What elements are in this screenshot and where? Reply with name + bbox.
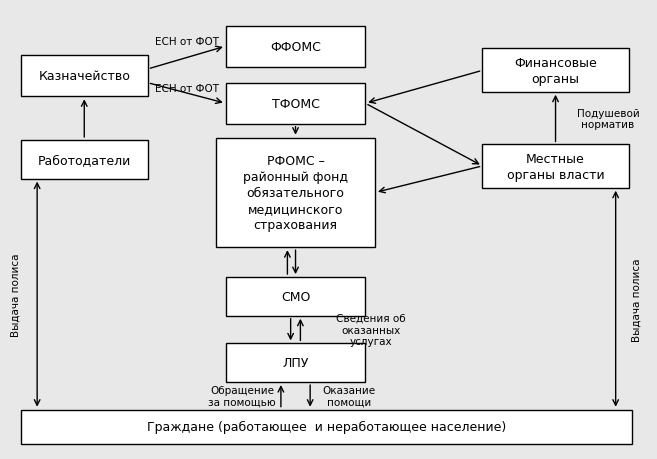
FancyBboxPatch shape bbox=[225, 27, 365, 67]
FancyBboxPatch shape bbox=[482, 49, 629, 93]
Text: СМО: СМО bbox=[281, 290, 310, 303]
Text: Оказание
помощи: Оказание помощи bbox=[323, 385, 376, 407]
FancyBboxPatch shape bbox=[21, 140, 148, 179]
Text: ЛПУ: ЛПУ bbox=[283, 357, 309, 369]
Text: Подушевой
норматив: Подушевой норматив bbox=[577, 108, 639, 130]
Text: ЕСН от ФОТ: ЕСН от ФОТ bbox=[154, 84, 219, 94]
Text: Выдача полиса: Выдача полиса bbox=[11, 253, 20, 336]
Text: Сведения об
оказанных
услугах: Сведения об оказанных услугах bbox=[336, 313, 406, 347]
Text: Работодатели: Работодатели bbox=[37, 153, 131, 167]
FancyBboxPatch shape bbox=[216, 138, 375, 248]
Text: Выдача полиса: Выдача полиса bbox=[632, 257, 642, 341]
FancyBboxPatch shape bbox=[225, 343, 365, 382]
Text: РФОМС –
районный фонд
обязательного
медицинского
страхования: РФОМС – районный фонд обязательного меди… bbox=[243, 155, 348, 231]
FancyBboxPatch shape bbox=[21, 410, 632, 444]
FancyBboxPatch shape bbox=[225, 277, 365, 316]
FancyBboxPatch shape bbox=[21, 56, 148, 97]
FancyBboxPatch shape bbox=[482, 145, 629, 189]
Text: ФФОМС: ФФОМС bbox=[270, 40, 321, 54]
Text: ТФОМС: ТФОМС bbox=[271, 98, 319, 111]
Text: Казначейство: Казначейство bbox=[38, 70, 130, 83]
Text: Граждане (работающее  и неработающее население): Граждане (работающее и неработающее насе… bbox=[147, 420, 506, 433]
Text: ЕСН от ФОТ: ЕСН от ФОТ bbox=[154, 37, 219, 46]
Text: Обращение
за помощью: Обращение за помощью bbox=[208, 385, 276, 407]
FancyBboxPatch shape bbox=[225, 84, 365, 124]
Text: Местные
органы власти: Местные органы власти bbox=[507, 152, 604, 181]
Text: Финансовые
органы: Финансовые органы bbox=[514, 56, 597, 85]
